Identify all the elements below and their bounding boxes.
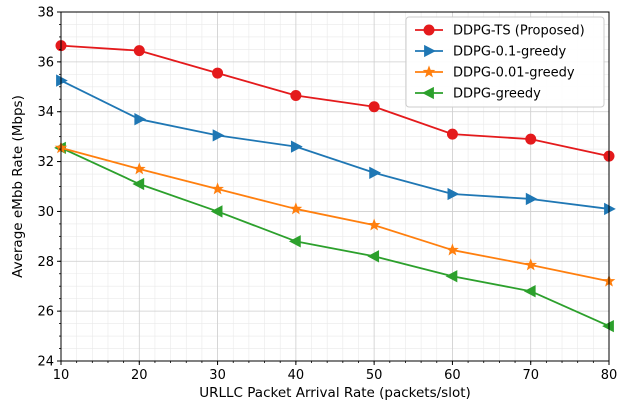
legend: DDPG-TS (Proposed) DDPG-0.1-greedy DDPG-0.… xyxy=(405,16,605,108)
y-axis-label: Average eMbb Rate (Mbps) xyxy=(10,95,26,278)
data-point-marker xyxy=(212,67,224,79)
y-tick-label: 28 xyxy=(37,255,54,270)
legend-marker xyxy=(423,24,435,36)
data-point-marker xyxy=(289,202,303,215)
legend-entry: DDPG-0.1-greedy xyxy=(415,45,567,60)
y-tick-label: 32 xyxy=(37,155,54,170)
x-tick-label: 70 xyxy=(522,368,539,383)
series-layer xyxy=(54,40,616,333)
data-point-marker xyxy=(132,162,146,175)
x-axis-label: URLLC Packet Arrival Rate (packets/slot) xyxy=(199,385,471,401)
legend-label: DDPG-0.1-greedy xyxy=(453,45,567,60)
legend-marker xyxy=(424,44,436,58)
x-tick-label: 10 xyxy=(53,368,70,383)
data-point-marker xyxy=(446,128,458,140)
x-tick-label: 80 xyxy=(601,368,618,383)
data-point-marker xyxy=(133,45,145,57)
data-point-marker xyxy=(210,205,223,218)
x-tick-label: 60 xyxy=(444,368,461,383)
y-tick-label: 34 xyxy=(37,105,54,120)
data-point-marker xyxy=(523,285,536,298)
series-line xyxy=(60,146,610,283)
series-ddpg-ts-proposed xyxy=(55,40,615,162)
legend-entry: DDPG-TS (Proposed) xyxy=(415,24,585,39)
series-ddpg-0-1-greedy xyxy=(56,74,616,216)
y-tick-label: 26 xyxy=(37,305,54,320)
legend-box xyxy=(405,16,605,108)
data-point-marker xyxy=(446,243,459,256)
data-point-marker xyxy=(524,258,538,271)
data-point-marker xyxy=(445,270,458,283)
x-tick-label: 30 xyxy=(209,368,226,383)
series-line xyxy=(60,79,610,210)
data-point-marker xyxy=(134,113,147,126)
series-line xyxy=(60,44,610,157)
x-tick-label: 40 xyxy=(288,368,305,383)
data-point-marker xyxy=(447,187,460,201)
legend-label: DDPG-TS (Proposed) xyxy=(453,24,585,39)
legend-entry: DDPG-0.01-greedy xyxy=(415,65,575,81)
legend-label: DDPG-greedy xyxy=(453,87,541,102)
data-point-marker xyxy=(525,133,537,145)
axis-ticks: 10 20 30 40 50 60 70 80 24 26 28 30 32 34 36 38 xyxy=(37,6,617,384)
data-point-marker xyxy=(290,140,303,153)
data-point-marker xyxy=(604,202,616,216)
y-tick-label: 30 xyxy=(37,205,54,220)
data-point-marker xyxy=(602,319,614,333)
data-point-marker xyxy=(368,101,380,113)
y-tick-label: 36 xyxy=(37,55,54,70)
x-tick-label: 20 xyxy=(131,368,148,383)
legend-label: DDPG-0.01-greedy xyxy=(453,66,575,81)
data-point-marker xyxy=(369,166,382,179)
data-point-marker xyxy=(132,177,145,191)
data-point-marker xyxy=(367,218,381,231)
legend-entry: DDPG-greedy xyxy=(415,87,541,102)
data-point-marker xyxy=(367,250,380,263)
data-point-marker xyxy=(56,74,68,87)
series-ddpg-greedy xyxy=(54,141,614,333)
data-point-marker xyxy=(212,129,225,142)
legend-marker xyxy=(422,65,436,78)
data-point-marker xyxy=(211,182,224,195)
legend-marker xyxy=(422,86,434,100)
y-tick-label: 24 xyxy=(37,355,54,370)
x-tick-label: 50 xyxy=(366,368,383,383)
data-point-marker xyxy=(288,235,301,248)
data-point-marker xyxy=(525,192,538,206)
data-point-marker xyxy=(290,90,302,102)
y-tick-label: 38 xyxy=(37,6,54,21)
series-line xyxy=(60,147,610,327)
